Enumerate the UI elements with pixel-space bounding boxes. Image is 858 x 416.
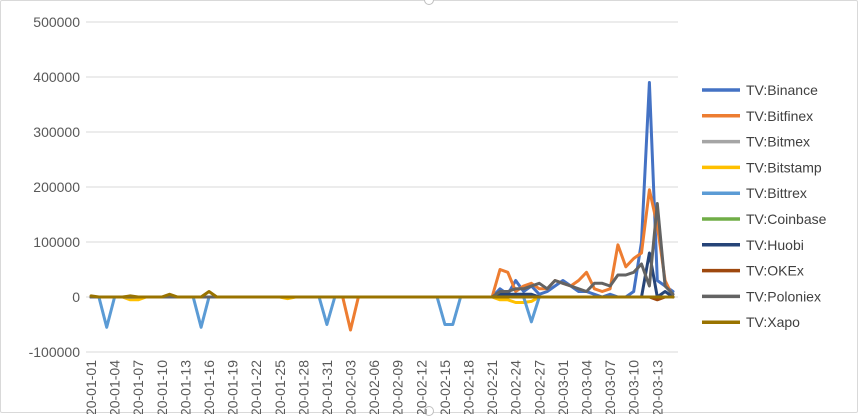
legend-label: TV:OKEx: [746, 263, 804, 279]
legend-item[interactable]: TV:Bitmex: [702, 134, 810, 150]
y-tick-label: -100000: [29, 344, 81, 360]
y-tick-label: 200000: [33, 179, 80, 195]
x-tick-label: 2020-01-31: [319, 360, 335, 414]
gridlines: [86, 21, 678, 353]
x-tick-label: 2020-01-01: [83, 360, 99, 414]
legend-label: TV:Bitstamp: [746, 159, 822, 175]
legend-item[interactable]: TV:Bitfinex: [702, 108, 813, 124]
x-tick-label: 2020-01-10: [154, 360, 170, 414]
x-tick-label: 2020-01-16: [201, 360, 217, 414]
legend-label: TV:Xapo: [746, 314, 800, 330]
x-tick-label: 2020-03-01: [555, 360, 571, 414]
x-tick-label: 2020-02-15: [437, 360, 453, 414]
legend-label: TV:Binance: [746, 82, 818, 98]
legend-label: TV:Bitmex: [746, 134, 810, 150]
legend-item[interactable]: TV:Coinbase: [702, 211, 827, 227]
x-tick-label: 2020-01-13: [177, 360, 193, 414]
legend-label: TV:Poloniex: [746, 288, 821, 304]
x-tick-label: 2020-01-07: [130, 360, 146, 414]
series-line[interactable]: [89, 295, 675, 329]
legend: TV:Binance TV:Bitfinex TV:Bitmex TV:Bitstam…: [702, 82, 827, 330]
x-tick-label: 2020-02-21: [484, 360, 500, 414]
legend-label: TV:Coinbase: [746, 211, 827, 227]
x-tick-label: 2020-02-27: [531, 360, 547, 414]
y-tick-label: 500000: [33, 14, 80, 30]
x-tick-label: 2020-01-22: [248, 360, 264, 414]
legend-item[interactable]: TV:Poloniex: [702, 288, 821, 304]
y-tick-label: 100000: [33, 234, 80, 250]
legend-item[interactable]: TV:Xapo: [702, 314, 800, 330]
y-tick-label: 0: [72, 289, 80, 305]
x-axis-tick-labels: 2020-01-01 2020-01-04 2020-01-07 2020-01-10…: [83, 360, 665, 414]
series-line[interactable]: [89, 81, 675, 299]
x-tick-label: 2020-01-04: [107, 360, 123, 414]
x-tick-label: 2020-02-24: [508, 360, 524, 414]
legend-label: TV:Huobi: [746, 237, 804, 253]
x-tick-label: 2020-02-12: [413, 360, 429, 414]
legend-label: TV:Bittrex: [746, 185, 807, 201]
series-lines: [89, 81, 675, 332]
y-axis-tick-labels: -100000 0 100000 200000 300000 400000 500000: [29, 14, 81, 360]
x-tick-label: 2020-03-04: [578, 360, 594, 414]
x-tick-label: 2020-03-13: [649, 360, 665, 414]
legend-item[interactable]: TV:OKEx: [702, 263, 804, 279]
x-tick-label: 2020-01-25: [272, 360, 288, 414]
legend-item[interactable]: TV:Huobi: [702, 237, 804, 253]
legend-item[interactable]: TV:Bitstamp: [702, 159, 822, 175]
legend-label: TV:Bitfinex: [746, 108, 813, 124]
x-tick-label: 2020-03-10: [626, 360, 642, 414]
legend-item[interactable]: TV:Bittrex: [702, 185, 807, 201]
series-line[interactable]: [89, 188, 675, 332]
x-tick-label: 2020-01-19: [225, 360, 241, 414]
legend-item[interactable]: TV:Binance: [702, 82, 818, 98]
x-tick-label: 2020-03-07: [602, 360, 618, 414]
x-tick-label: 2020-02-03: [343, 360, 359, 414]
y-tick-label: 400000: [33, 69, 80, 85]
x-tick-label: 2020-01-28: [295, 360, 311, 414]
series-line[interactable]: [89, 290, 675, 299]
series-line[interactable]: [89, 202, 675, 299]
x-tick-label: 2020-02-18: [461, 360, 477, 414]
x-tick-label: 2020-02-09: [390, 360, 406, 414]
x-tick-label: 2020-02-06: [366, 360, 382, 414]
y-tick-label: 300000: [33, 124, 80, 140]
